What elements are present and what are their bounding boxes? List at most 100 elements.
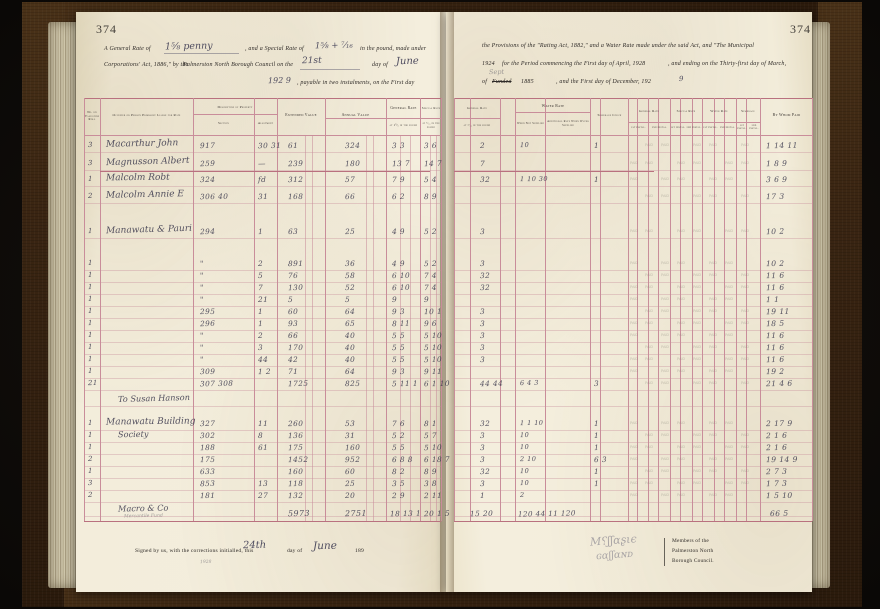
cell-allotment-9: 1 [257,306,264,317]
cell-bywhom-8: 1 1 [765,294,780,305]
cell-general-17: 7 6 [391,418,406,429]
cell-section-15: 307 308 [199,378,234,389]
cell-allotment-23: 27 [257,490,269,501]
cell-cont-5: 3 [479,258,486,269]
cell-bywhom-11: 11 6 [765,330,785,341]
header-paid-water-rate-1st: 1st Instal. [703,125,718,129]
cell-annual-22: 25 [344,478,356,489]
rule-line [84,270,441,271]
rule-line [454,203,812,204]
rule-line [658,98,659,521]
paid-stamp-12-2: PAID [660,344,670,350]
cell-annual-14: 64 [344,366,356,377]
preamble-r1: the Provisions of the "Rating Act, 1882,… [482,43,755,49]
preamble-l2a: Corporations' Act, 1886," by the [104,62,189,68]
cell-special-8: 9 [423,294,430,305]
paid-stamp-23-2: PAID [660,492,670,498]
cell-section-18: 302 [199,430,216,441]
rule-line [454,442,812,443]
paid-stamp-22-3: PAID [676,480,686,486]
rule-line [305,135,306,521]
cell-general-3: 6 2 [391,191,406,202]
rule-line [454,406,812,407]
paid-stamp-7-3: PAID [676,284,686,290]
paid-stamp-19-4: PAID [692,444,702,450]
rule-line [692,98,693,521]
rule-line [680,98,681,521]
cell-special-7: 7 4 [423,282,438,293]
paid-stamp-17-0: PAID [629,420,639,426]
paid-stamp-2-0: PAID [629,176,639,182]
cell-general-5: 4 9 [391,258,406,269]
cell-water-not-0: 10 [519,140,530,150]
paid-stamp-8-5: PAID [708,296,718,302]
cell-general-4: 4 9 [391,226,406,237]
cell-bywhom-7: 11 6 [765,282,785,293]
header-paid-special-rate-1st: 1st Instal. [670,125,686,129]
cell-section-10: 296 [199,318,216,329]
cell-allotment-10: 1 [257,318,264,329]
paid-stamp-11-2: PAID [660,332,670,338]
paid-stamp-0-1: PAID [644,142,654,148]
rule-line [470,98,471,521]
paid-stamp-17-6: PAID [724,420,734,426]
rule-line [84,406,441,407]
cell-water-add-0: 1 [593,140,600,151]
rule-line [84,454,441,455]
members-line-3: Borough Council. [672,558,714,564]
rule-line [454,330,812,331]
cell-allotment-13: 44 [257,354,269,365]
preamble-r2b: for the Period commencing the First day … [502,61,646,67]
rule-line [454,170,812,171]
rule-line [454,390,812,391]
header-paid-general-rate-2nd: 2nd Instal. [651,125,668,129]
cell-water-not-15: 6 4 3 [519,378,539,388]
cell-bywhom-19: 2 1 6 [765,442,788,453]
total-water: 120 44 11 120 [517,508,576,519]
header-paid-paid-sewerage: Sewerage [741,108,755,113]
header-water-additional: Additional Rate When Water Supplied [547,118,589,127]
cell-water-not-19: 10 [519,442,530,452]
cell-roll-0: 3 [87,140,93,150]
paid-stamp-19-3: PAID [676,444,686,450]
cell-extended-12: 170 [287,342,304,353]
paid-stamp-13-4: PAID [692,356,702,362]
header-special-rate: Special Rate [421,106,441,111]
signed-year-label: 189 [355,548,364,554]
paid-stamp-22-0: PAID [629,480,639,486]
cell-occupier-2: Malcolm Robt [105,172,170,184]
paid-stamp-3-5: PAID [708,193,718,199]
rule-line [84,318,441,319]
cell-roll-1: 3 [87,158,93,168]
paid-stamp-20-3: PAID [676,456,686,462]
paid-stamp-12-5: PAID [708,344,718,350]
members-line-2: Palmerston North [672,548,714,554]
cell-cont-9: 3 [479,306,486,317]
rule-line [628,98,629,521]
paid-stamp-3-2: PAID [660,193,670,199]
cell-annual-11: 40 [344,330,356,341]
paid-stamp-18-4: PAID [692,432,702,438]
cell-water-add-15: 3 [593,378,600,389]
rule-line [454,186,812,187]
rule-line [515,112,590,113]
preamble-r2a: 1924 [482,61,495,67]
preamble-l1a: A General Rate of [104,46,151,52]
rule-line [84,478,441,479]
paid-stamp-15-5: PAID [708,380,718,386]
cell-section-21: 633 [199,466,216,477]
paid-stamp-1-4: PAID [692,160,702,166]
cell-bywhom-4: 10 2 [765,226,785,237]
cell-occupier-3: Malcolm Annie E [105,189,185,201]
header-paid-paid-general-rate: General Rate [638,108,660,113]
rule-line [454,354,812,355]
total-special: 20 1 5 [423,508,451,519]
cell-extended-23: 132 [287,490,304,501]
cell-special-13: 5 10 [423,354,443,365]
rule-line [454,98,455,521]
paid-stamp-14-3: PAID [676,368,686,374]
paid-stamp-6-1: PAID [644,272,654,278]
cell-occupier-18: Society [117,428,149,440]
paid-stamp-6-5: PAID [708,272,718,278]
signed-month-value: June [312,539,338,553]
